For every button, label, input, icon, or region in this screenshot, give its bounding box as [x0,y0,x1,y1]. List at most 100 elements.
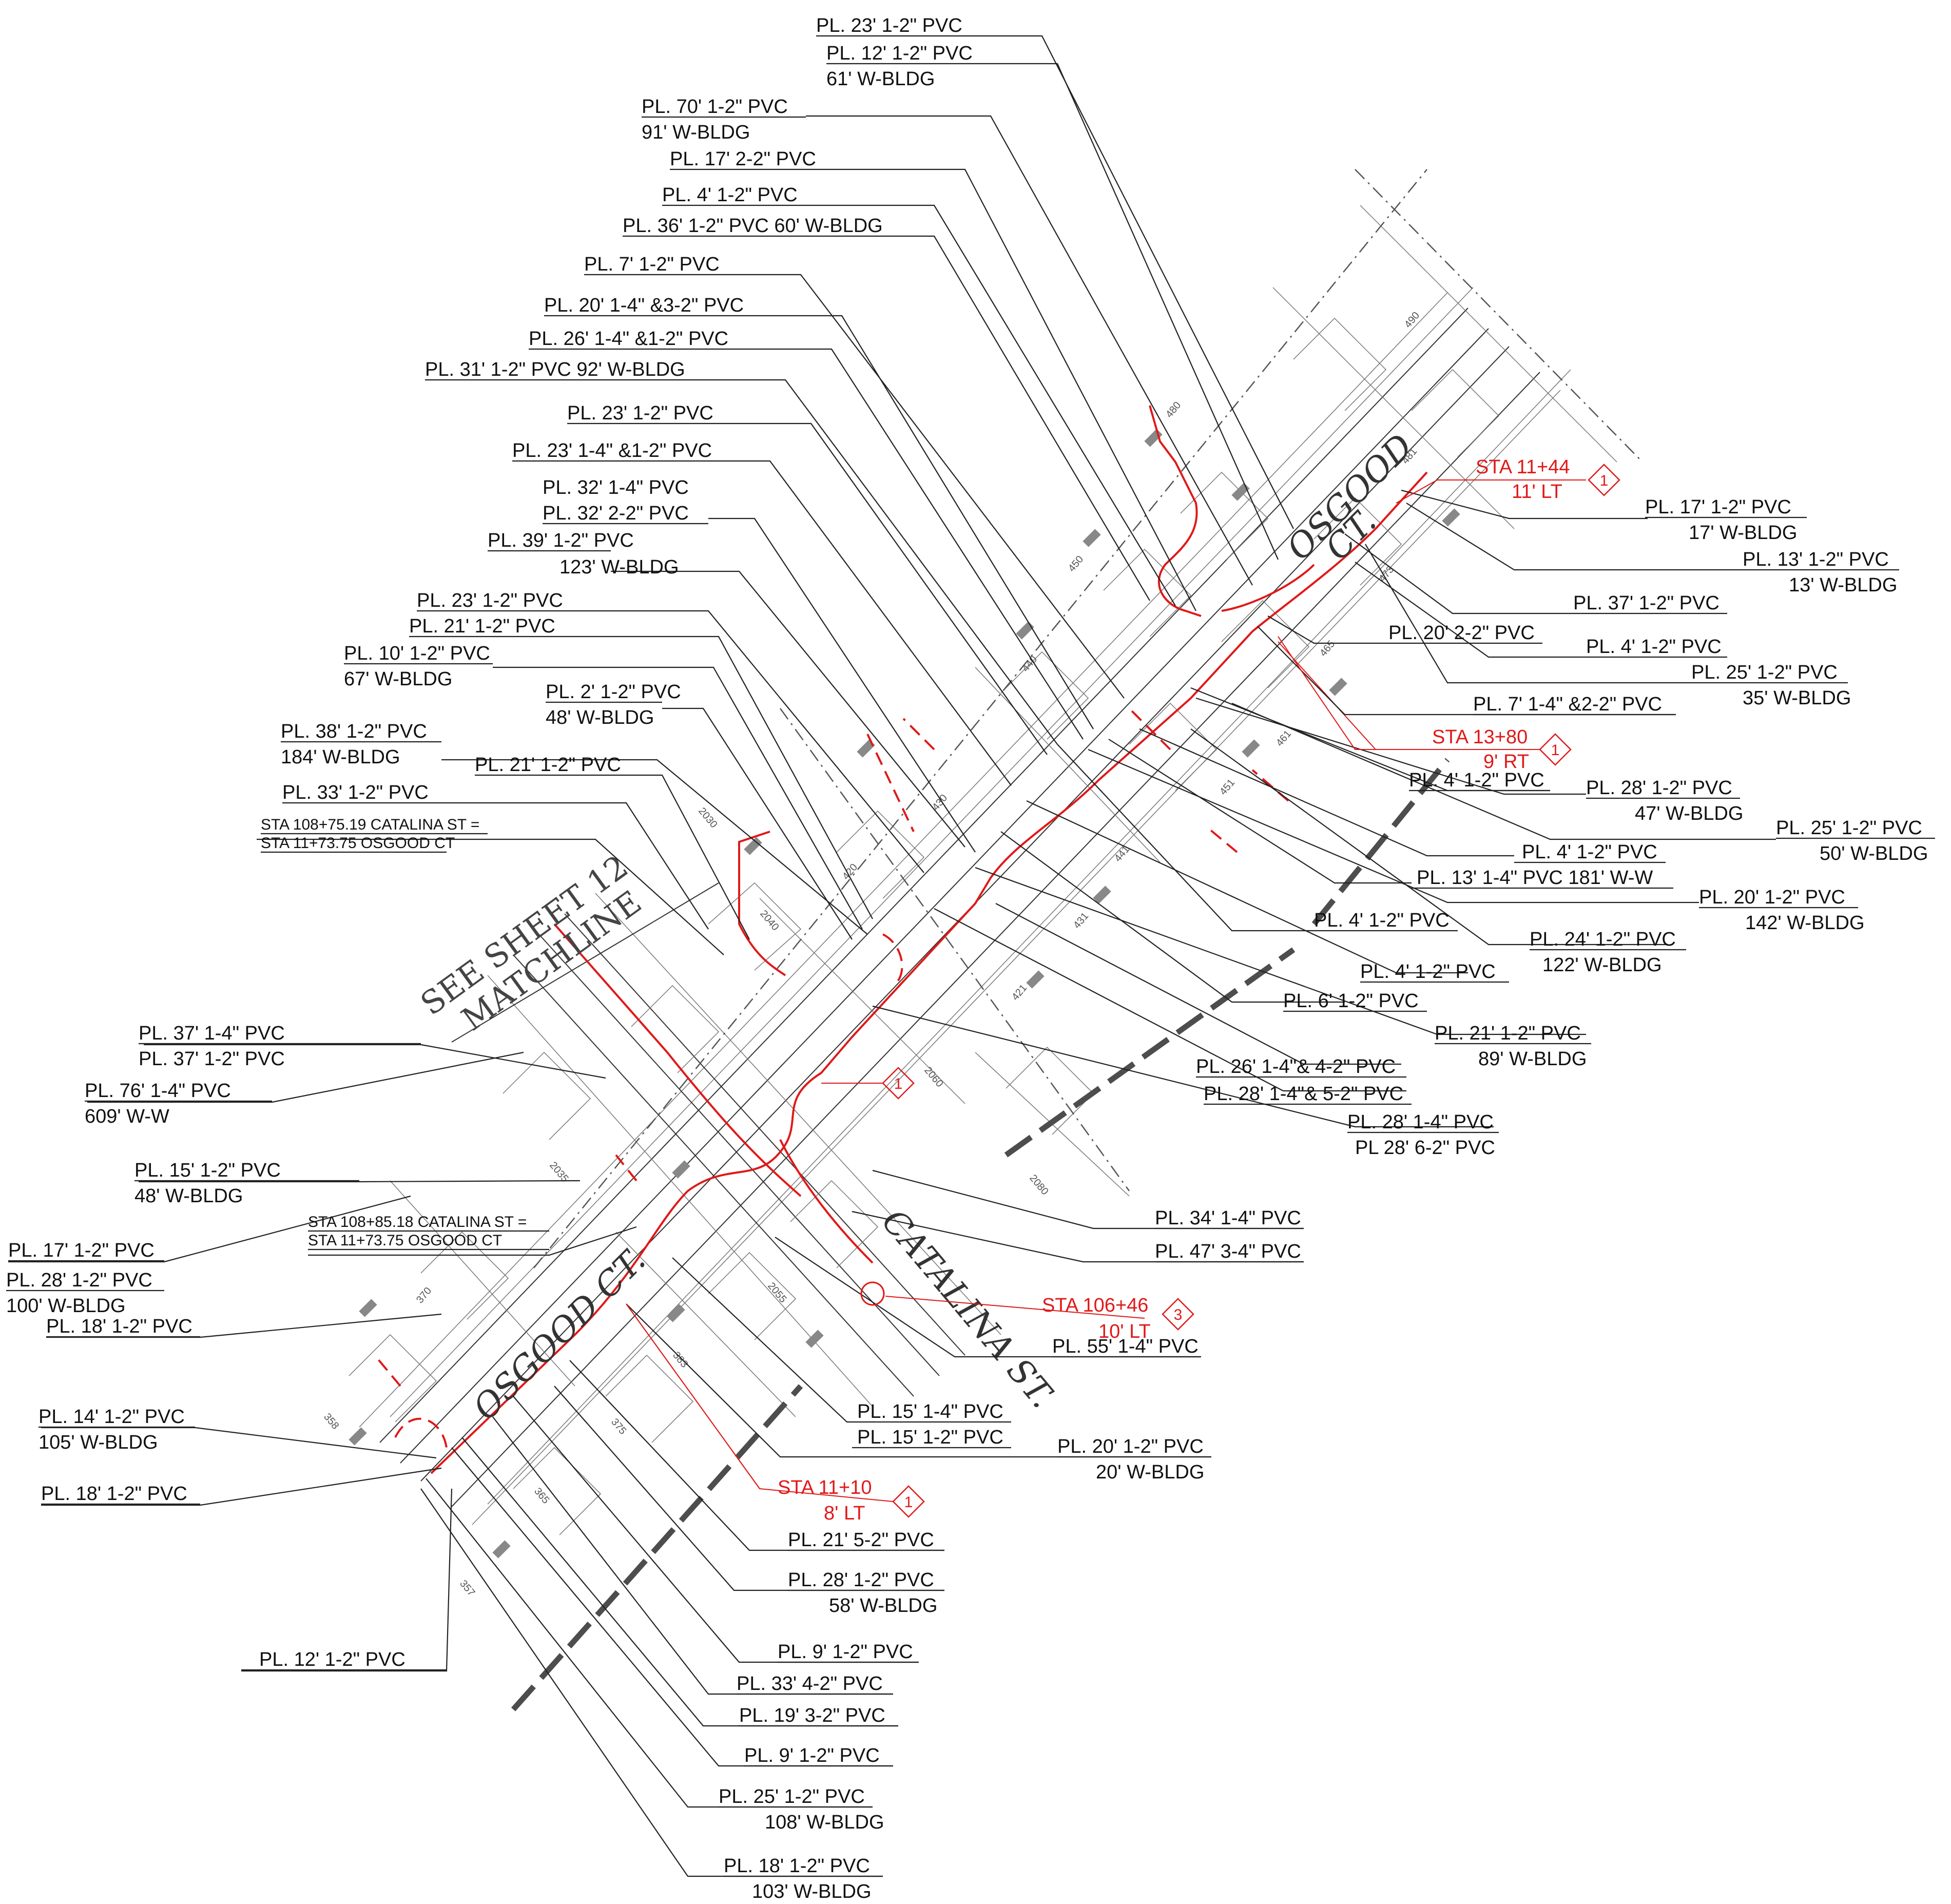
pipe-label-sub: 108' W-BLDG [765,1812,884,1833]
station-callout: STA 11+44 [1476,456,1570,478]
pipe-label: PL. 33' 1-2" PVC [282,782,429,803]
pipe-label: PL. 15' 1-4" PVC [857,1401,1003,1422]
pipe-label-sub: 105' W-BLDG [38,1432,158,1453]
pipe-label: PL. 17' 2-2" PVC [670,148,816,170]
parcel-number: 421 [1010,983,1029,1003]
pipe-label: PL. 31' 1-2" PVC 92' W-BLDG [425,359,685,380]
pipe-label: PL. 55' 1-4" PVC [1052,1336,1199,1357]
pipe-label: PL. 25' 1-2" PVC [719,1786,865,1807]
pipe-label-sub: 89' W-BLDG [1478,1048,1587,1070]
pipe-label: PL. 14' 1-2" PVC [38,1406,185,1428]
pipe-label-sub: 609' W-W [85,1106,169,1127]
callout-tag-number: 1 [1600,472,1609,489]
pipe-label: PL. 21' 1-2" PVC [475,754,621,776]
pipe-label: PL. 39' 1-2" PVC [488,530,634,551]
parcel-number: 465 [1318,639,1337,659]
pipe-label: PL. 20' 2-2" PVC [1388,622,1535,644]
station-offset: 11' LT [1512,481,1562,503]
pipe-label: PL. 20' 1-4" &3-2" PVC [544,295,744,316]
pipe-label: PL. 4' 1-2" PVC [1586,636,1722,658]
pipe-label: PL. 7' 1-4" &2-2" PVC [1473,694,1662,715]
pipe-label-sub: 48' W-BLDG [546,707,654,728]
pipe-label: PL. 28' 1-2" PVC [1586,777,1732,799]
pipe-label-sub: 20' W-BLDG [1096,1461,1204,1483]
pipe-label: PL. 38' 1-2" PVC [281,721,427,742]
pipe-label-sub: PL. 32' 2-2" PVC [543,503,689,524]
station-equation: STA 11+73.75 OSGOOD CT [308,1232,502,1249]
pipe-label-sub: PL 28' 6-2" PVC [1355,1137,1495,1159]
callout-tag-number: 1 [904,1494,913,1511]
parcel-number: 2060 [922,1065,945,1089]
pipe-label: PL. 26' 1-4" &1-2" PVC [529,328,728,350]
parcel-number: 461 [1274,728,1293,749]
pipe-label: PL. 21' 1-2" PVC [1435,1023,1581,1044]
pipe-label-sub: 61' W-BLDG [826,68,935,90]
parcel-number: 2080 [1027,1172,1050,1197]
pipe-label: PL. 6' 1-2" PVC [1283,990,1419,1012]
pipe-label: PL. 2' 1-2" PVC [546,681,681,703]
callout-tag-diamond [882,1067,915,1100]
pipe-label-sub: 67' W-BLDG [344,668,452,690]
pipe-label: PL. 28' 1-4" PVC [1347,1111,1494,1133]
pipe-label: PL. 76' 1-4" PVC [85,1080,231,1102]
pipe-label: PL. 25' 1-2" PVC [1691,662,1838,683]
station-offset: 10' LT [1098,1321,1151,1342]
pipe-label-sub: 47' W-BLDG [1635,803,1743,824]
pipe-label: PL. 15' 1-2" PVC [134,1160,281,1181]
pipe-label-sub: 123' W-BLDG [559,556,679,578]
pipe-label: PL. 33' 4-2" PVC [737,1673,883,1695]
parcel-number: 473 [1377,564,1396,585]
pipe-label: PL. 37' 1-2" PVC [1573,592,1720,614]
pipe-label-sub: 142' W-BLDG [1745,912,1865,934]
station-callout: STA 13+80 [1432,726,1528,748]
pipe-label: PL. 21' 5-2" PVC [788,1529,934,1551]
callout-tag-diamond [1588,464,1620,496]
station-equation: STA 108+75.19 CATALINA ST = [261,816,479,833]
pipe-label-sub: 13' W-BLDG [1789,574,1897,596]
pipe-label: PL. 28' 1-2" PVC [6,1270,152,1291]
pipe-label: PL. 24' 1-2" PVC [1530,929,1676,950]
pipe-label: PL. 26' 1-4"& 4-2" PVC [1196,1056,1396,1078]
parcel-number: 358 [321,1411,341,1432]
pipe-label: PL. 17' 1-2" PVC [8,1240,154,1261]
pipe-label: PL. 18' 1-2" PVC [41,1483,187,1505]
pipe-label: PL. 28' 1-4"& 5-2" PVC [1204,1083,1403,1105]
pipe-label: PL. 9' 1-2" PVC [744,1745,880,1766]
pipe-label: PL. 37' 1-4" PVC [139,1023,285,1044]
pipe-label: PL. 13' 1-4" PVC 181' W-W [1417,867,1653,889]
pipe-label-sub: PL. 37' 1-2" PVC [139,1048,285,1070]
parcel-number: 490 [1402,310,1422,331]
pipe-label: PL. 23' 1-2" PVC [816,15,962,36]
pipe-label: PL. 10' 1-2" PVC [344,643,490,664]
pipe-label-sub: 122' W-BLDG [1542,954,1662,976]
pipe-label-sub: 50' W-BLDG [1820,843,1928,864]
street-name-osgood-lower: OSGOOD CT. [466,1240,653,1428]
station-offset: 9' RT [1483,751,1529,773]
callout-tag-diamond [1539,733,1572,766]
pipe-label: PL. 12' 1-2" PVC [826,43,973,64]
pipe-label: PL. 47' 3-4" PVC [1155,1241,1301,1262]
callout-tag-number: 1 [1551,742,1560,759]
pipe-label: PL. 7' 1-2" PVC [584,254,720,275]
pipe-label-sub: 184' W-BLDG [281,746,400,768]
pipe-label-sub: 58' W-BLDG [829,1595,937,1617]
pipe-label-sub: 48' W-BLDG [134,1185,243,1207]
parcel-number: 480 [1164,400,1183,420]
callout-labels: PL. 23' 1-2" PVC PL. 12' 1-2" PVC 61' W-… [6,15,1935,1902]
pipe-label: PL. 4' 1-2" PVC [1314,910,1450,931]
proposed-lines [374,405,1428,1489]
pipe-label: PL. 20' 1-2" PVC [1057,1436,1204,1457]
pipe-label: PL. 18' 1-2" PVC [724,1855,870,1877]
pipe-label: PL. 23' 1-4" &1-2" PVC [512,440,712,461]
callout-tag-diamond [892,1485,925,1518]
pipe-label-sub: PL. 15' 1-2" PVC [857,1427,1003,1448]
station-callouts: STA 11+44 11' LT 1 STA 13+80 9' RT 1 1 S… [626,456,1620,1524]
parcel-number: 451 [1218,777,1237,798]
pipe-label-sub: 17' W-BLDG [1689,522,1797,544]
station-offset: 8' LT [824,1503,865,1524]
parcel-number: 2055 [765,1280,788,1305]
station-equation: STA 108+85.18 CATALINA ST = [308,1214,527,1230]
pipe-label: PL. 13' 1-2" PVC [1743,549,1889,570]
pipe-label: PL. 18' 1-2" PVC [46,1316,192,1337]
pipe-label: PL. 21' 1-2" PVC [409,616,555,637]
